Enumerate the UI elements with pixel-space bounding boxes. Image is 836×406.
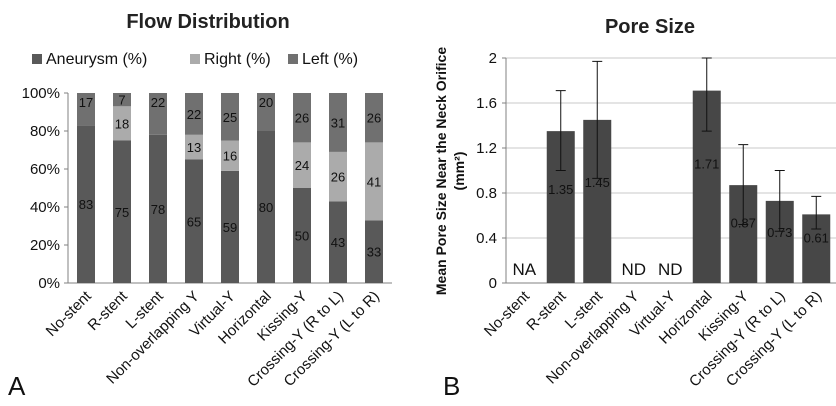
bar-segment-2 — [293, 93, 311, 143]
bar-segment-2 — [149, 93, 167, 135]
data-label: 41 — [367, 174, 381, 189]
data-label: 26 — [295, 111, 309, 126]
panel-a-label: A — [8, 371, 26, 401]
data-label: 1.71 — [694, 157, 719, 172]
x-tick-label: No-stent — [481, 287, 534, 340]
bar-segment-0 — [185, 159, 203, 283]
y-tick-label: 1.2 — [476, 140, 497, 157]
chart-a-title: Flow Distribution — [126, 11, 289, 33]
bar-segment-0 — [365, 220, 383, 283]
data-label: 80 — [259, 200, 273, 215]
data-label: 16 — [223, 149, 237, 164]
data-label: 25 — [223, 110, 237, 125]
y-tick-label: 2 — [489, 50, 497, 67]
chart-a-legend: Aneurysm (%) Right (%) Left (%) — [32, 51, 358, 68]
bar-segment-2 — [329, 93, 347, 152]
data-label: 75 — [115, 205, 129, 220]
bar-segment-2 — [365, 93, 383, 143]
chart-b-y-label-line1: Mean Pore Size Near the Neck Orifice — [433, 47, 449, 295]
data-label: 26 — [331, 170, 345, 185]
data-label: 1.45 — [585, 175, 610, 190]
bar-segment-0 — [77, 125, 95, 283]
y-tick-label: 0.4 — [476, 230, 497, 247]
bar-segment-1 — [113, 106, 131, 141]
bar-segment-0 — [293, 188, 311, 283]
data-label: 1.35 — [548, 182, 573, 197]
data-label: 59 — [223, 220, 237, 235]
panel-b-label: B — [443, 371, 460, 401]
y-tick-label: 100% — [22, 85, 60, 102]
data-label: 0.73 — [767, 225, 792, 240]
bar-segment-2 — [113, 93, 131, 107]
bar-segment-1 — [365, 142, 383, 221]
data-label: 22 — [187, 107, 201, 122]
chart-b-y-label-line2: (mm²) — [451, 152, 467, 191]
na-label: ND — [621, 260, 646, 279]
y-tick-label: 0% — [38, 275, 60, 292]
x-tick-label: R-stent — [523, 287, 570, 334]
data-label: 24 — [295, 158, 309, 173]
legend-label-2: Left (%) — [302, 51, 358, 68]
y-tick-label: 40% — [30, 199, 60, 216]
bar-segment-0 — [257, 131, 275, 283]
na-label: NA — [512, 260, 536, 279]
data-label: 43 — [331, 235, 345, 250]
bar-segment-1 — [329, 151, 347, 202]
na-label: ND — [658, 260, 683, 279]
chart-a-bars: 8301775187780226513225916258002050242643… — [77, 93, 383, 283]
bar-segment-1 — [221, 140, 239, 171]
data-label: 0.87 — [731, 215, 756, 230]
data-label: 22 — [151, 95, 165, 110]
x-tick-label: R-stent — [85, 287, 132, 334]
legend-swatch-1 — [190, 54, 200, 64]
data-label: 20 — [259, 95, 273, 110]
bar-segment-2 — [257, 93, 275, 131]
bar-segment-2 — [185, 93, 203, 135]
y-tick-label: 80% — [30, 123, 60, 140]
data-label: 17 — [79, 95, 93, 110]
y-tick-label: 20% — [30, 237, 60, 254]
bar-segment-1 — [293, 142, 311, 188]
data-label: 7 — [118, 93, 125, 108]
y-tick-label: 1.6 — [476, 95, 497, 112]
data-label: 65 — [187, 214, 201, 229]
data-label: 31 — [331, 115, 345, 130]
bar-segment-0 — [329, 201, 347, 283]
data-label: 50 — [295, 229, 309, 244]
legend-swatch-0 — [32, 54, 42, 64]
data-label: 26 — [367, 111, 381, 126]
data-label: 18 — [115, 116, 129, 131]
chart-b-title: Pore Size — [605, 16, 695, 38]
data-label: 13 — [187, 140, 201, 155]
bar-segment-0 — [221, 170, 239, 283]
legend-label-0: Aneurysm (%) — [46, 51, 147, 68]
data-label: 33 — [367, 245, 381, 260]
data-label: 0.61 — [804, 231, 829, 246]
bar-segment-2 — [221, 93, 239, 141]
legend-label-1: Right (%) — [204, 51, 271, 68]
bar-segment-2 — [77, 93, 95, 126]
chart-b-bars: NA 1.35 1.45 ND ND 1.71 0.87 0.73 0.61 — [512, 57, 831, 283]
bar-segment-1 — [185, 134, 203, 160]
legend-swatch-2 — [288, 54, 298, 64]
y-tick-label: 0.8 — [476, 185, 497, 202]
y-tick-label: 0 — [489, 275, 497, 292]
y-tick-label: 60% — [30, 161, 60, 178]
data-label: 83 — [79, 197, 93, 212]
bar-segment-0 — [149, 134, 167, 283]
data-label: 78 — [151, 202, 165, 217]
x-tick-label: No-stent — [43, 287, 96, 340]
bar-segment-0 — [113, 140, 131, 283]
